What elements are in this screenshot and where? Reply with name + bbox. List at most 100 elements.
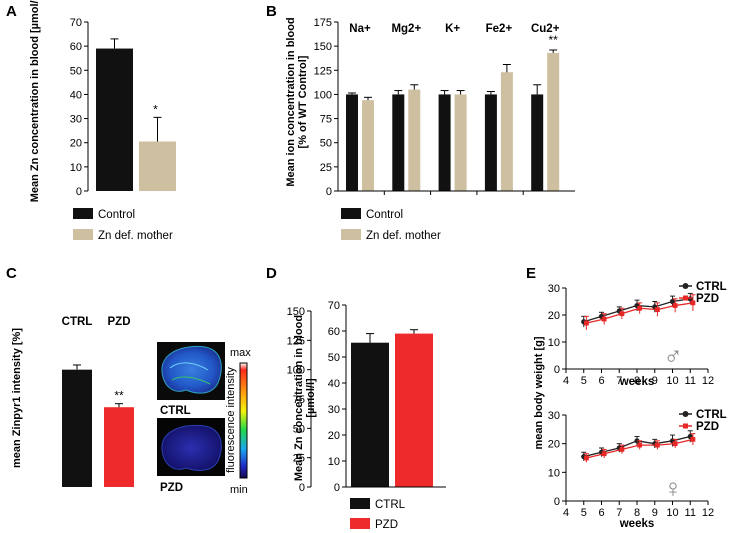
- bar-b-4-0: [531, 94, 544, 191]
- e1-x-tick-label: 4: [563, 507, 569, 519]
- d-y-tick-label: 10: [328, 456, 340, 468]
- e1-legend-marker: [683, 423, 688, 429]
- panel-letter-c: C: [6, 265, 17, 282]
- bar-a-1: [139, 141, 176, 191]
- e1-point-pzd: [601, 451, 607, 457]
- bar-b-0-0: [346, 94, 358, 191]
- y-ticks-d: 0 10 20 30 40 50 60 70: [328, 300, 347, 494]
- e1-legend-label: CTRL: [696, 409, 727, 421]
- bars-a: *: [96, 38, 176, 191]
- e0-xlabel: weeks: [619, 376, 655, 388]
- e0-point-pzd: [655, 307, 660, 312]
- bar-d-0: [351, 342, 389, 487]
- e1-y-tick-label: 10: [548, 467, 560, 479]
- panel-c: C mean Zinpyr1 intensity [%] 0 25 50 75 100 1…: [6, 265, 312, 496]
- category-label-c: CTRL: [62, 316, 93, 328]
- panel-b: B Mean ion concentration in blood [% of …: [266, 3, 575, 242]
- bar-d-1: [395, 333, 433, 487]
- bar-b-3-0: [484, 94, 497, 191]
- panel-letter-d: D: [266, 265, 277, 282]
- bar-b-1-0: [392, 94, 405, 191]
- e1-point-pzd: [584, 455, 589, 461]
- y-ticks-c: 0 25 50 75 100 125 150: [287, 306, 312, 494]
- e1-x-tick-label: 8: [634, 507, 640, 519]
- colorbar: [239, 362, 248, 479]
- bar-b-2-0: [438, 94, 451, 191]
- e0-point-pzd: [619, 311, 625, 317]
- bars-c: CTRL PZD **: [62, 316, 134, 487]
- significance-marker-c: **: [114, 389, 124, 403]
- ylabel-d-line2: [µmol/l]: [305, 378, 317, 418]
- b-y-tick-label: 150: [314, 41, 332, 53]
- e1-x-tick-label: 12: [702, 507, 714, 519]
- e0-x-tick-label: 11: [685, 375, 696, 387]
- bar-c-1: [104, 407, 134, 487]
- b-legend-swatch: [341, 229, 361, 240]
- b-y-tick-label: 25: [320, 162, 332, 174]
- e0-y-tick-label: 0: [554, 364, 560, 376]
- bar-b-4-1: [547, 52, 560, 191]
- e0-x-tick-label: 7: [616, 375, 622, 387]
- a-legend-swatch: [73, 229, 93, 240]
- d-y-tick-label: 20: [328, 430, 340, 442]
- e1-point-ctrl: [634, 438, 640, 444]
- bar-c-0: [62, 369, 92, 487]
- d-y-tick-label: 70: [328, 300, 340, 312]
- category-label-b: Na+: [349, 23, 371, 35]
- e1-y-tick-label: 20: [548, 439, 560, 451]
- a-legend-label: Zn def. mother: [98, 230, 173, 242]
- e1-y-tick-label: 0: [554, 496, 560, 508]
- ylabel-b-line1: Mean ion concentration in blood: [285, 17, 297, 186]
- a-y-tick-label: 70: [70, 17, 82, 29]
- b-y-tick-label: 75: [320, 114, 332, 126]
- e1-x-tick-label: 11: [685, 507, 696, 519]
- a-legend-swatch: [73, 208, 93, 219]
- e0-legend-label: CTRL: [696, 281, 727, 293]
- a-y-tick-label: 10: [70, 162, 82, 174]
- e0-x-tick-label: 10: [666, 375, 678, 387]
- d-y-tick-label: 30: [328, 404, 340, 416]
- category-label-b: K+: [445, 23, 460, 35]
- e0-x-tick-label: 12: [702, 375, 714, 387]
- d-y-tick-label: 60: [328, 326, 340, 338]
- e0-x-tick-label: 4: [563, 375, 569, 387]
- panel-a: A Mean Zn concentration in blood [µmol/l…: [6, 0, 176, 242]
- b-y-tick-label: 50: [320, 138, 332, 150]
- ylabel-b-line2: [% of WT Control]: [297, 55, 309, 148]
- colorbar-title: fluorescence intensity: [225, 367, 237, 473]
- panel-letter-b: B: [266, 3, 277, 20]
- legend-d: CTRL PZD: [350, 498, 406, 531]
- e1-x-tick-label: 6: [598, 507, 604, 519]
- a-y-tick-label: 30: [70, 114, 82, 126]
- e0-x-tick-label: 9: [652, 375, 658, 387]
- c-y-tick-label: 100: [287, 365, 305, 377]
- e0-x-tick-label: 5: [581, 375, 587, 387]
- d-legend-label: CTRL: [375, 499, 406, 511]
- e0-legend-marker: [682, 283, 689, 289]
- b-legend-swatch: [341, 208, 361, 219]
- c-y-tick-label: 50: [293, 423, 305, 435]
- colorbar-max-label: max: [230, 347, 251, 359]
- brain-image-pzd: [157, 418, 225, 476]
- c-y-tick-label: 75: [293, 394, 305, 406]
- d-y-tick-label: 50: [328, 352, 340, 364]
- significance-marker-a: *: [153, 102, 158, 116]
- ylabel-d-line1: Mean Zn concentration in blood: [293, 315, 305, 481]
- d-legend-swatch: [350, 498, 370, 509]
- e0-point-pzd: [637, 305, 643, 311]
- e1-legend-label: PZD: [696, 421, 719, 433]
- e1-point-pzd: [637, 442, 643, 448]
- panel-d: D Mean Zn concentration in blood [µmol/l…: [266, 265, 446, 531]
- e1-legend-marker: [682, 411, 689, 417]
- bars-b: Na+ Mg2+ K+ Fe2+ Cu2+**: [338, 23, 575, 195]
- c-y-tick-label: 125: [287, 335, 305, 347]
- category-label-c: PZD: [108, 316, 131, 328]
- ylabel-e: mean body weight [g]: [533, 336, 545, 449]
- d-legend-swatch: [350, 518, 370, 529]
- significance-marker-b: **: [549, 33, 559, 47]
- a-y-tick-label: 60: [70, 41, 82, 53]
- e1-xlabel: weeks: [619, 518, 655, 530]
- category-label-b: Cu2+: [531, 23, 560, 35]
- b-legend-label: Control: [366, 209, 403, 221]
